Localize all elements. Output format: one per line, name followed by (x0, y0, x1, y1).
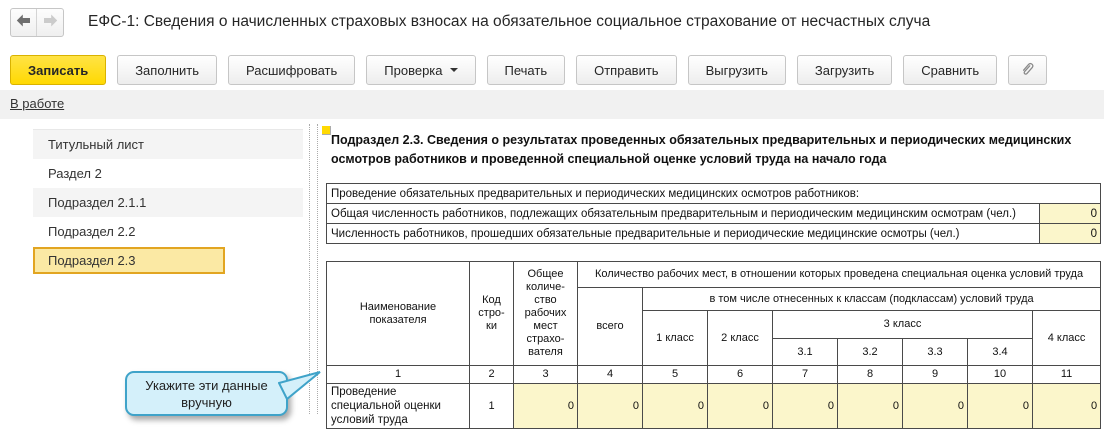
column-number: 2 (469, 365, 514, 384)
table-row: Численность работников, прошедших обязат… (326, 223, 1101, 244)
group-header-assessed-workplaces: Количество рабочих мест, в отношении кот… (576, 261, 1102, 288)
row-code: 1 (469, 383, 514, 429)
column-number: 1 (326, 365, 470, 384)
col-header-subclass-3-1: 3.1 (772, 338, 838, 366)
column-number: 8 (837, 365, 903, 384)
callout-text: Укажите эти данные вручную (145, 377, 268, 410)
save-button[interactable]: Записать (10, 55, 107, 85)
col-header-class-4: 4 класс (1031, 310, 1102, 366)
column-number: 10 (967, 365, 1033, 384)
grid-cell-input[interactable]: 0 (513, 383, 578, 429)
col-header-subclass-3-2: 3.2 (837, 338, 903, 366)
grid-cell-input[interactable]: 0 (837, 383, 903, 429)
sidebar-item-title-page[interactable]: Титульный лист (33, 130, 303, 159)
fill-button[interactable]: Заполнить (117, 55, 218, 85)
check-button[interactable]: Проверка (366, 55, 476, 85)
callout-bubble: Укажите эти данные вручную (125, 371, 321, 416)
back-button[interactable] (11, 9, 37, 36)
panel-splitter[interactable] (317, 124, 318, 414)
col-header-class-2: 2 класс (707, 310, 773, 366)
grid-cell-input[interactable]: 0 (577, 383, 643, 429)
sidebar-item-subsection-2-1-1[interactable]: Подраздел 2.1.1 (33, 188, 303, 217)
grid-cell-input[interactable]: 0 (1031, 383, 1102, 429)
col-header-indicator-name: Наименование показателя (326, 261, 470, 366)
status-band: В работе (0, 90, 1104, 119)
modified-marker-icon (322, 126, 331, 135)
back-arrow-icon (16, 14, 31, 32)
subsection-heading: Подраздел 2.3. Сведения о результатах пр… (331, 133, 1072, 166)
chevron-down-icon (449, 68, 458, 72)
column-number: 9 (902, 365, 968, 384)
subgroup-header-classes: в том числе отнесенных к классам (подкла… (641, 287, 1102, 311)
forward-button[interactable] (37, 9, 63, 36)
attachments-button[interactable] (1008, 55, 1048, 85)
column-number: 3 (513, 365, 578, 384)
table-header-row: 1 класс 2 класс 3 класс 4 класс (327, 310, 1102, 366)
column-number: 4 (577, 365, 643, 384)
col-header-subclass-3-4: 3.4 (967, 338, 1033, 366)
send-button[interactable]: Отправить (576, 55, 677, 85)
column-number: 7 (772, 365, 838, 384)
section-list: Титульный лист Раздел 2 Подраздел 2.1.1 … (33, 129, 303, 275)
check-button-label: Проверка (384, 62, 443, 78)
column-number-row: 1 2 3 4 5 6 7 8 9 10 11 (326, 365, 1102, 384)
sidebar-item-subsection-2-2[interactable]: Подраздел 2.2 (48, 224, 136, 239)
grid-cell-input[interactable]: 0 (642, 383, 708, 429)
decrypt-button[interactable]: Расшифровать (228, 55, 356, 85)
table-header-row: всего в том числе отнесенных к классам (… (327, 287, 1102, 366)
grid-cell-input[interactable]: 0 (707, 383, 773, 429)
column-number: 5 (642, 365, 708, 384)
grid-cell-input[interactable]: 0 (967, 383, 1033, 429)
col-header-subclass-3-3: 3.3 (902, 338, 968, 366)
forward-arrow-icon (43, 14, 58, 32)
col-header-class-3: 3 класс (772, 310, 1033, 339)
med-row-label: Численность работников, прошедших обязат… (326, 223, 1040, 244)
column-number: 11 (1031, 365, 1102, 384)
table-data-row: Проведение специальной оценки условий тр… (326, 383, 1102, 429)
work-conditions-table: Наименование показателя Код стро- ки Общ… (326, 261, 1102, 429)
table-header-row: 3.1 3.2 3.3 3.4 (327, 338, 1101, 366)
med-row-value-input[interactable]: 0 (1039, 203, 1101, 224)
column-number: 6 (707, 365, 773, 384)
col-header-class-1: 1 класс (642, 310, 708, 366)
toolbar: Записать Заполнить Расшифровать Проверка… (10, 55, 1048, 85)
row-label-sout: Проведение специальной оценки условий тр… (326, 383, 470, 429)
table-row: Проведение обязательных предварительных … (326, 183, 1101, 204)
table-header-row: Наименование показателя Код стро- ки Общ… (326, 261, 1102, 366)
table-row: Общая численность работников, подлежащих… (326, 203, 1101, 224)
col-header-total-workplaces: Общее количе- ство рабочих мест страхо- … (513, 261, 578, 366)
export-button[interactable]: Выгрузить (687, 55, 786, 85)
grid-cell-input[interactable]: 0 (902, 383, 968, 429)
med-row-label: Общая численность работников, подлежащих… (326, 203, 1040, 224)
panel-splitter[interactable] (309, 124, 310, 414)
med-row-value-input[interactable]: 0 (1039, 223, 1101, 244)
med-table-header: Проведение обязательных предварительных … (326, 183, 1101, 204)
import-button[interactable]: Загрузить (796, 55, 893, 85)
grid-cell-input[interactable]: 0 (772, 383, 838, 429)
history-nav (10, 8, 64, 37)
compare-button[interactable]: Сравнить (903, 55, 998, 85)
medical-exams-table: Проведение обязательных предварительных … (326, 183, 1101, 244)
col-header-line-code: Код стро- ки (469, 261, 514, 366)
print-button[interactable]: Печать (486, 55, 566, 85)
callout-tail-icon (278, 371, 321, 401)
status-link[interactable]: В работе (10, 96, 65, 111)
page-title: ЕФС-1: Сведения о начисленных страховых … (88, 13, 931, 30)
sidebar-item-subsection-2-3[interactable]: Подраздел 2.3 (33, 247, 225, 274)
paperclip-icon (1020, 61, 1035, 80)
col-header-total: всего (577, 287, 643, 366)
sidebar-item-section-2[interactable]: Раздел 2 (48, 166, 102, 181)
